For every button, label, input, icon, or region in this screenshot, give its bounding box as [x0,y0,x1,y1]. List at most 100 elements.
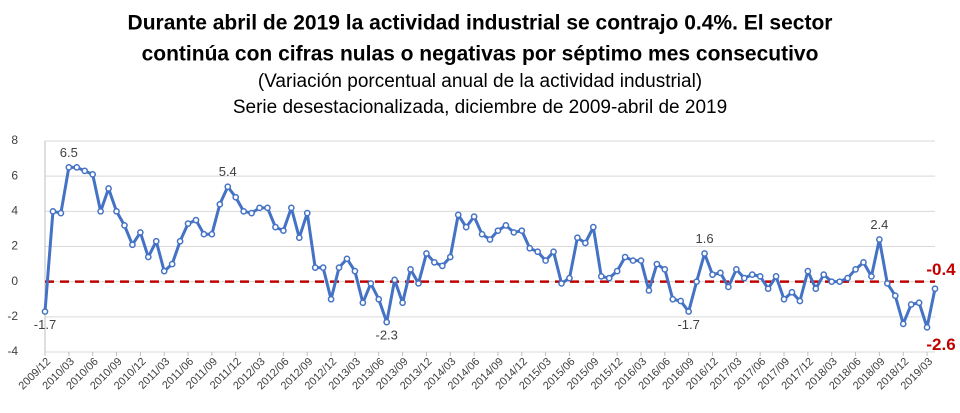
data-point [582,239,589,247]
data-point [915,299,923,307]
data-point [748,271,756,278]
data-point [645,287,653,294]
data-point [502,222,510,229]
data-point [216,200,224,208]
data-point [589,223,597,231]
data-point [105,185,112,192]
data-point [717,269,724,277]
data-point [677,297,685,305]
data-point [931,285,939,293]
data-point [772,273,780,280]
data-point [152,237,160,245]
data-point [574,234,581,242]
data-point [621,253,629,261]
data-point [534,248,542,256]
data-point [264,204,271,212]
data-label: -1.7 [677,317,699,332]
data-point [605,274,613,282]
data-point [97,207,104,215]
data-point [343,255,351,263]
y-tick-label: 0 [11,274,18,288]
data-point [319,264,327,271]
data-point [510,229,518,236]
data-point [446,253,454,261]
data-point [272,223,279,231]
y-tick-label: 6 [11,168,18,182]
data-point [923,324,931,331]
data-point [804,267,812,275]
data-point [423,250,430,257]
data-point [168,260,176,268]
data-point [415,280,422,287]
data-point [550,248,557,256]
data-label: 5.4 [219,164,237,179]
chart-subtitle: (Variación porcentual anual de la activi… [258,71,702,92]
data-point [852,266,859,273]
data-point [407,266,414,273]
data-point [685,308,693,315]
data-point [89,171,97,178]
data-point [558,280,565,287]
data-point [113,207,120,215]
y-tick-label: 4 [11,204,18,218]
data-point [65,164,73,171]
data-point [637,257,645,264]
data-point [899,320,907,328]
data-point [907,301,915,308]
data-point [740,274,748,282]
data-point [462,223,470,231]
data-point [287,204,295,212]
data-point [73,164,81,171]
data-point [367,280,375,287]
data-point [327,295,335,303]
data-point [176,237,184,245]
data-point [192,216,200,224]
data-point [224,183,232,191]
data-point [248,209,255,217]
data-point [629,257,637,264]
data-point [184,220,192,227]
data-point [256,204,263,212]
data-point [137,229,144,236]
data-point [828,278,836,286]
data-point [303,209,311,217]
data-point [669,295,677,303]
data-point [756,273,764,280]
data-point [780,295,788,303]
data-label: -2.3 [375,328,397,343]
data-point [518,227,526,235]
data-label: 1.6 [696,231,714,246]
data-point [796,297,804,305]
data-point [661,266,669,273]
data-point [232,193,240,201]
data-point [121,222,128,229]
data-point [788,288,796,296]
data-point [208,230,216,238]
data-point [431,258,438,266]
chart-title: Durante abril de 2019 la actividad indus… [128,12,833,35]
data-point [725,283,732,291]
data-point [653,260,661,268]
data-point [542,257,549,264]
chart-subtitle: Serie desestacionalizada, diciembre de 2… [233,97,727,118]
data-point [311,264,319,271]
y-tick-label: 8 [11,133,18,147]
data-point [709,271,716,278]
data-point [295,234,303,242]
data-point [470,213,478,220]
data-point [836,278,843,286]
data-point [860,258,867,266]
data-point [494,227,502,235]
data-point [486,236,494,243]
data-point [359,299,367,307]
data-point [57,209,65,217]
data-label: -2.6 [926,335,955,354]
data-point [438,262,446,270]
data-point [764,285,772,293]
data-point [478,230,486,238]
data-label: -1.7 [34,317,56,332]
data-point [280,227,287,235]
data-point [812,285,820,293]
data-point [693,278,700,286]
